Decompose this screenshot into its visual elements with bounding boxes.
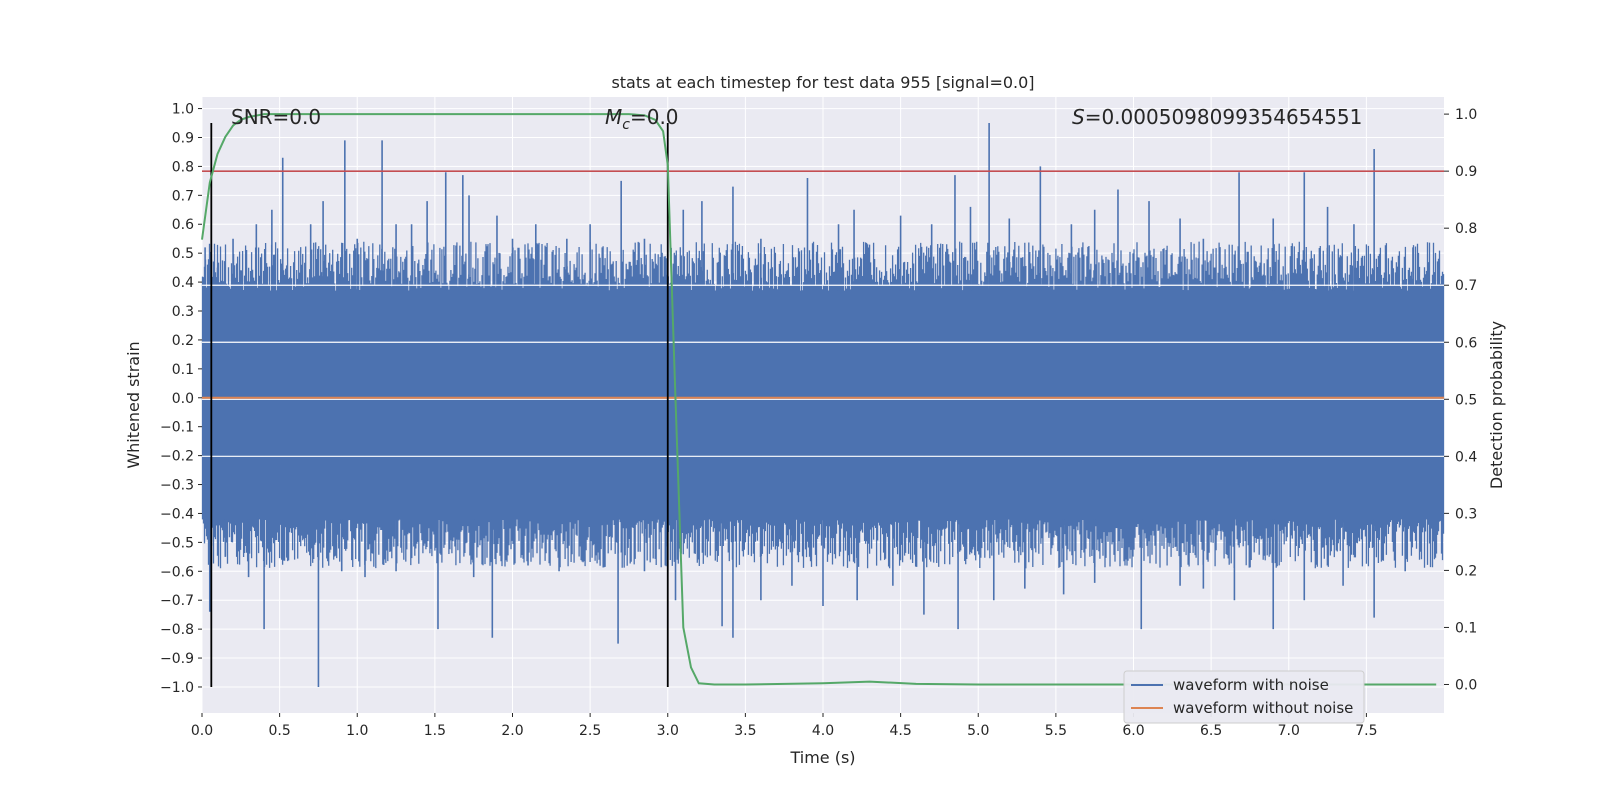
y-right-tick-label: 0.9 — [1455, 164, 1477, 180]
x-tick-label: 1.0 — [346, 723, 368, 739]
annotation-snr: SNR=0.0 — [231, 105, 321, 129]
y-right-tick-label: 0.1 — [1455, 620, 1477, 636]
y-left-tick-label: −1.0 — [160, 680, 194, 696]
series-waveform-with-noise — [201, 123, 1445, 687]
x-tick-label: 1.5 — [424, 723, 446, 739]
x-tick-label: 7.5 — [1355, 723, 1377, 739]
y-right-tick-label: 0.3 — [1455, 506, 1477, 522]
y-right-tick-label: 0.4 — [1455, 449, 1477, 465]
y-left-tick-label: 0.3 — [172, 304, 194, 320]
chart-title: stats at each timestep for test data 955… — [611, 73, 1034, 92]
legend-box — [1123, 670, 1365, 724]
y-left-tick-label: 0.4 — [172, 275, 194, 291]
annotation-s: S=0.0005098099354654551 — [1072, 105, 1362, 129]
series-detection-probability — [201, 113, 1437, 686]
x-tick-label: 5.5 — [1045, 723, 1067, 739]
y-left-tick-label: 0.7 — [172, 188, 194, 204]
y-left-tick-label: −0.4 — [160, 506, 194, 522]
x-tick-label: 4.5 — [889, 723, 911, 739]
y-left-tick-label: −0.9 — [160, 651, 194, 667]
x-tick-label: 4.0 — [812, 723, 834, 739]
x-tick-label: 2.0 — [501, 723, 523, 739]
y-left-tick-label: 0.8 — [172, 159, 194, 175]
y-left-tick-label: 0.0 — [172, 391, 194, 407]
y-right-tick-label: 1.0 — [1455, 107, 1477, 123]
y-left-tick-label: −0.3 — [160, 478, 194, 494]
y-right-tick-label: 0.0 — [1455, 677, 1477, 693]
y-right-tick-label: 0.6 — [1455, 335, 1477, 351]
x-tick-label: 0.0 — [191, 723, 213, 739]
legend-label-waveform-without-noise: waveform without noise — [1173, 699, 1353, 717]
y-axis-label-left: Whitened strain — [124, 341, 143, 468]
legend: waveform with noise waveform without noi… — [1123, 670, 1365, 724]
y-left-tick-label: 1.0 — [172, 102, 194, 118]
y-left-tick-label: 0.6 — [172, 217, 194, 233]
y-left-tick-label: −0.7 — [160, 593, 194, 609]
y-left-tick-label: 0.1 — [172, 362, 194, 378]
y-left-tick-label: −0.1 — [160, 420, 194, 436]
x-tick-label: 3.0 — [657, 723, 679, 739]
y-left-tick-label: 0.9 — [172, 130, 194, 146]
x-axis-label: Time (s) — [789, 748, 855, 767]
x-tick-label: 5.0 — [967, 723, 989, 739]
series-lines — [201, 113, 1444, 687]
y-left-tick-label: −0.2 — [160, 449, 194, 465]
x-tick-label: 3.5 — [734, 723, 756, 739]
x-tick-label: 2.5 — [579, 723, 601, 739]
y-axis-label-right: Detection probability — [1487, 321, 1506, 489]
x-tick-label: 0.5 — [268, 723, 290, 739]
x-tick-label: 7.0 — [1278, 723, 1300, 739]
y-right-tick-label: 0.5 — [1455, 392, 1477, 408]
y-left-tick-label: −0.6 — [160, 564, 194, 580]
y-left-tick-label: −0.8 — [160, 622, 194, 638]
y-right-tick-label: 0.7 — [1455, 278, 1477, 294]
x-tick-label: 6.0 — [1122, 723, 1144, 739]
y-right-tick-label: 0.8 — [1455, 221, 1477, 237]
y-left-tick-label: 0.5 — [172, 246, 194, 262]
y-right-tick-label: 0.2 — [1455, 563, 1477, 579]
y-left-tick-label: 0.2 — [172, 333, 194, 349]
annotation-mc: Mc=0.0 — [605, 105, 679, 133]
y-left-tick-label: −0.5 — [160, 535, 194, 551]
legend-label-waveform-with-noise: waveform with noise — [1173, 676, 1329, 694]
x-tick-label: 6.5 — [1200, 723, 1222, 739]
